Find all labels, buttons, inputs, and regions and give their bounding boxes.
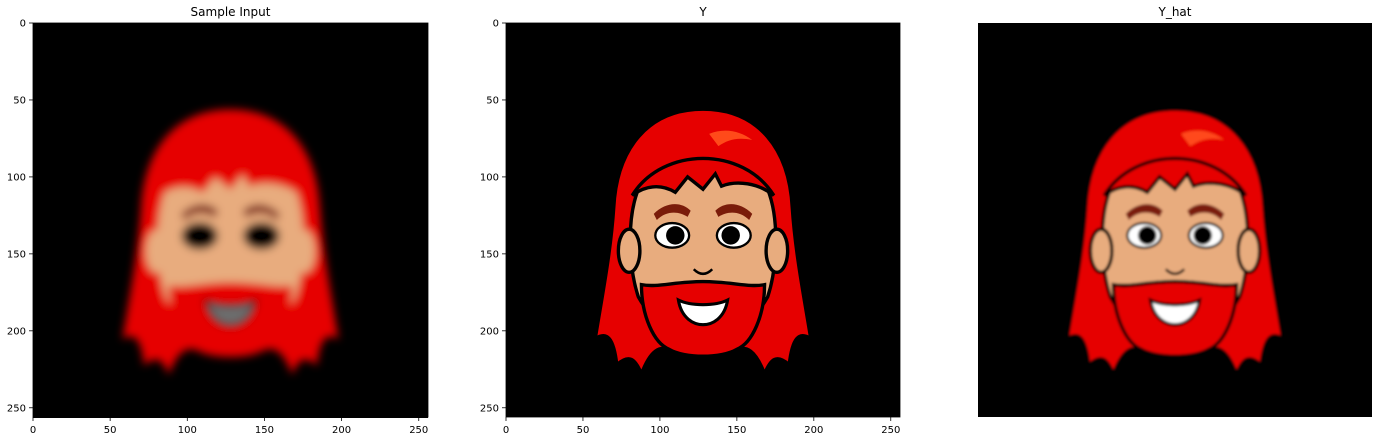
axes-frame bbox=[32, 22, 429, 418]
x-tick-label: 150 bbox=[727, 425, 746, 436]
y-tick-label: 50 bbox=[13, 95, 26, 106]
x-tick-label: 200 bbox=[804, 425, 823, 436]
nose bbox=[1164, 268, 1186, 276]
y-tick-label: 50 bbox=[486, 95, 499, 106]
hair-fringe bbox=[1102, 156, 1248, 197]
panel-sample-input: Sample Input 0 50 100 150 200 250 0 50 100 150 20… bbox=[0, 0, 460, 441]
nose bbox=[692, 268, 714, 276]
mouth bbox=[1148, 297, 1202, 327]
y-axis: 0 50 100 150 200 250 bbox=[480, 19, 506, 414]
x-tick-label: 250 bbox=[409, 425, 428, 436]
image-area bbox=[506, 23, 900, 417]
image-axes: 0 50 100 150 200 250 0 50 100 150 200 250 bbox=[7, 19, 429, 436]
right-eyebrow bbox=[242, 204, 280, 221]
x-axis: 0 50 100 150 200 250 bbox=[503, 417, 900, 436]
x-tick-label: 0 bbox=[30, 425, 36, 436]
y-axis: 0 50 100 150 200 250 bbox=[7, 19, 33, 414]
image-axes: 0 50 100 150 200 250 0 50 100 150 200 250 bbox=[480, 19, 901, 436]
face-illustration bbox=[1065, 107, 1285, 379]
panel-title: Y bbox=[699, 5, 707, 19]
right-pupil bbox=[721, 226, 740, 245]
x-axis: 0 50 100 150 200 250 bbox=[30, 417, 428, 436]
y-tick-label: 100 bbox=[7, 172, 26, 183]
mouth bbox=[203, 298, 258, 327]
mouth bbox=[676, 297, 730, 327]
x-tick-label: 50 bbox=[577, 425, 590, 436]
left-pupil bbox=[1138, 226, 1157, 245]
y-tick-label: 250 bbox=[480, 403, 499, 414]
left-ear bbox=[145, 229, 168, 273]
y-tick-label: 0 bbox=[493, 19, 499, 30]
left-ear bbox=[616, 227, 642, 275]
right-ear bbox=[764, 227, 790, 275]
right-pupil bbox=[1193, 226, 1212, 245]
right-eyebrow bbox=[1187, 204, 1225, 220]
face-illustration bbox=[593, 107, 813, 379]
panel-title: Y_hat bbox=[1158, 5, 1192, 19]
x-tick-label: 200 bbox=[332, 425, 351, 436]
y-tick-label: 100 bbox=[480, 172, 499, 183]
hair-fringe bbox=[630, 156, 776, 197]
right-ear bbox=[1236, 227, 1262, 275]
right-eyebrow bbox=[715, 204, 753, 220]
left-eyebrow bbox=[181, 204, 219, 221]
panel-y-hat: Y_hat bbox=[940, 0, 1379, 441]
right-pupil bbox=[249, 226, 268, 246]
left-eyebrow bbox=[653, 204, 691, 220]
y-tick-label: 150 bbox=[480, 249, 499, 260]
left-eyebrow bbox=[1125, 204, 1163, 220]
left-pupil bbox=[193, 226, 212, 246]
panel-y: Y 0 50 100 150 200 250 0 50 100 150 200 250 bbox=[470, 0, 930, 441]
y-tick-label: 200 bbox=[7, 326, 26, 337]
y-tick-label: 0 bbox=[20, 19, 26, 30]
hair-highlight bbox=[709, 130, 753, 147]
hair-fringe bbox=[159, 158, 302, 196]
y-tick-label: 250 bbox=[7, 403, 26, 414]
panel-title: Sample Input bbox=[190, 5, 271, 19]
face-illustration bbox=[122, 109, 339, 375]
y-tick-label: 200 bbox=[480, 326, 499, 337]
hair-highlight bbox=[1181, 130, 1225, 147]
left-pupil bbox=[666, 226, 685, 245]
image-axes bbox=[978, 23, 1372, 417]
right-ear bbox=[293, 229, 316, 273]
left-ear bbox=[1088, 227, 1114, 275]
x-tick-label: 100 bbox=[650, 425, 669, 436]
x-tick-label: 150 bbox=[255, 425, 274, 436]
x-tick-label: 100 bbox=[178, 425, 197, 436]
x-tick-label: 50 bbox=[104, 425, 117, 436]
image-area bbox=[33, 23, 428, 418]
y-tick-label: 150 bbox=[7, 249, 26, 260]
image-area bbox=[978, 23, 1372, 417]
axes-frame bbox=[505, 22, 901, 418]
x-tick-label: 0 bbox=[503, 425, 509, 436]
x-tick-label: 250 bbox=[881, 425, 900, 436]
